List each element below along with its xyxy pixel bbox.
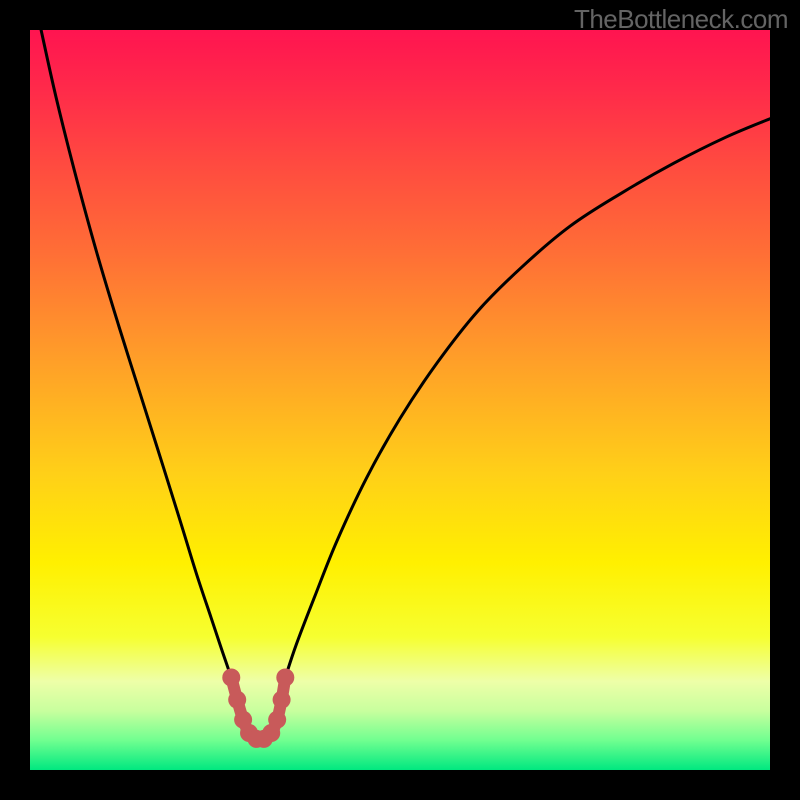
marker-point — [228, 691, 246, 709]
left-curve — [41, 30, 231, 678]
marker-point — [273, 691, 291, 709]
right-curve — [285, 119, 770, 678]
plot-area — [30, 30, 770, 770]
chart-container: TheBottleneck.com — [0, 0, 800, 800]
chart-svg — [30, 30, 770, 770]
watermark-text: TheBottleneck.com — [574, 4, 788, 35]
marker-point — [276, 669, 294, 687]
marker-point — [268, 711, 286, 729]
marker-point — [222, 669, 240, 687]
